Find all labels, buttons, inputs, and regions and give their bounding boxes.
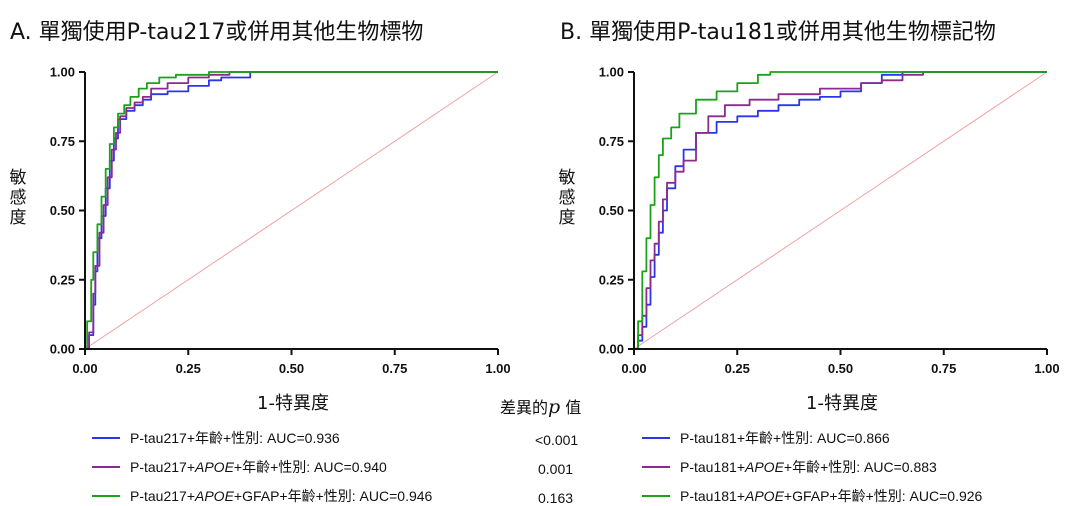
panel-b-y-tick-label: 0.00 (599, 342, 624, 357)
panel-b-y-tick-label: 0.25 (599, 272, 624, 287)
legend-swatch-green (642, 495, 670, 497)
legend-a-label-1: P-tau217+年齡+性別: AUC=0.936 (130, 430, 340, 446)
panel-b-roc-curve-2 (634, 71, 1047, 350)
p-value-3: 0.163 (538, 490, 574, 506)
panel-b-x-tick-label: 0.00 (621, 361, 646, 376)
p-value-2: 0.001 (538, 461, 574, 477)
panel-a-x-tick-label: 0.00 (72, 361, 97, 376)
panel-a-roc-curve-2 (85, 71, 498, 350)
panel-a-x-axis-label: 1-特異度 (257, 393, 329, 414)
panel-b-x-tick-label: 1.00 (1034, 361, 1059, 376)
panel-b-reference-diagonal (633, 71, 1048, 350)
panel-b-y-tick-label: 1.00 (599, 65, 624, 80)
panel-a-y-tick-label: 0.50 (50, 203, 75, 218)
panel-a-y-tick-label: 0.75 (50, 134, 75, 149)
panel-b-y-axis-label: 敏感度 (558, 168, 576, 228)
legend-swatch-blue (92, 437, 120, 439)
legend-b-label-1: P-tau181+年齡+性別: AUC=0.866 (680, 430, 890, 446)
p-value-1: <0.001 (535, 432, 579, 448)
chart-panel-b: 0.00 0.25 0.50 0.75 1.00 0.00 0.25 0.50 0.75 1.00 (599, 65, 1060, 377)
p-header-p: p (548, 396, 561, 418)
chart-panel-a: 0.00 0.25 0.50 0.75 1.00 0.00 0.25 0.50 0.75 1.00 (50, 65, 511, 377)
panel-a-x-tick-label: 0.75 (382, 361, 407, 376)
legend-a-label-3: P-tau217+APOE+GFAP+年齡+性別: AUC=0.946 (130, 488, 433, 504)
legend-swatch-blue (642, 437, 670, 439)
panel-a-y-tick-label: 1.00 (50, 65, 75, 80)
panel-b-y-tick-label: 0.50 (599, 203, 624, 218)
panel-b-title: B. 單獨使用P-tau181或併用其他生物標記物 (560, 20, 996, 45)
panel-a-y-axis-label: 敏感度 (9, 168, 27, 228)
panel-b-y-tick-label: 0.75 (599, 134, 624, 149)
p-header-prefix: 差異的 (500, 398, 549, 417)
panel-a-x-tick-label: 1.00 (485, 361, 510, 376)
p-value-header: 差異的p 值 (500, 394, 581, 418)
legend-swatch-purple (642, 466, 670, 468)
panel-a-x-tick-label: 0.25 (176, 361, 201, 376)
legend-a-label-2: P-tau217+APOE+年齡+性別: AUC=0.940 (130, 459, 387, 475)
panel-a-roc-curve-3 (85, 71, 498, 350)
panel-b-x-tick-label: 0.75 (931, 361, 956, 376)
legend-swatch-purple (92, 466, 120, 468)
legend-b-label-3: P-tau181+APOE+GFAP+年齡+性別: AUC=0.926 (680, 488, 983, 504)
panel-a-title: A. 單獨使用P-tau217或併用其他生物標物 (10, 20, 424, 45)
panel-b-roc-curve-3 (634, 71, 1047, 350)
panel-b-x-tick-label: 0.50 (828, 361, 853, 376)
panel-a-y-tick-label: 0.25 (50, 272, 75, 287)
panel-b-x-tick-label: 0.25 (725, 361, 750, 376)
panel-a-y-tick-label: 0.00 (50, 342, 75, 357)
panel-b-x-axis-label: 1-特異度 (806, 393, 878, 414)
panel-a-reference-diagonal (84, 71, 499, 350)
legend-b-label-2: P-tau181+APOE+年齡+性別: AUC=0.883 (680, 459, 937, 475)
panel-a-x-tick-label: 0.50 (279, 361, 304, 376)
legend-swatch-green (92, 495, 120, 497)
p-header-suffix: 值 (560, 398, 582, 417)
